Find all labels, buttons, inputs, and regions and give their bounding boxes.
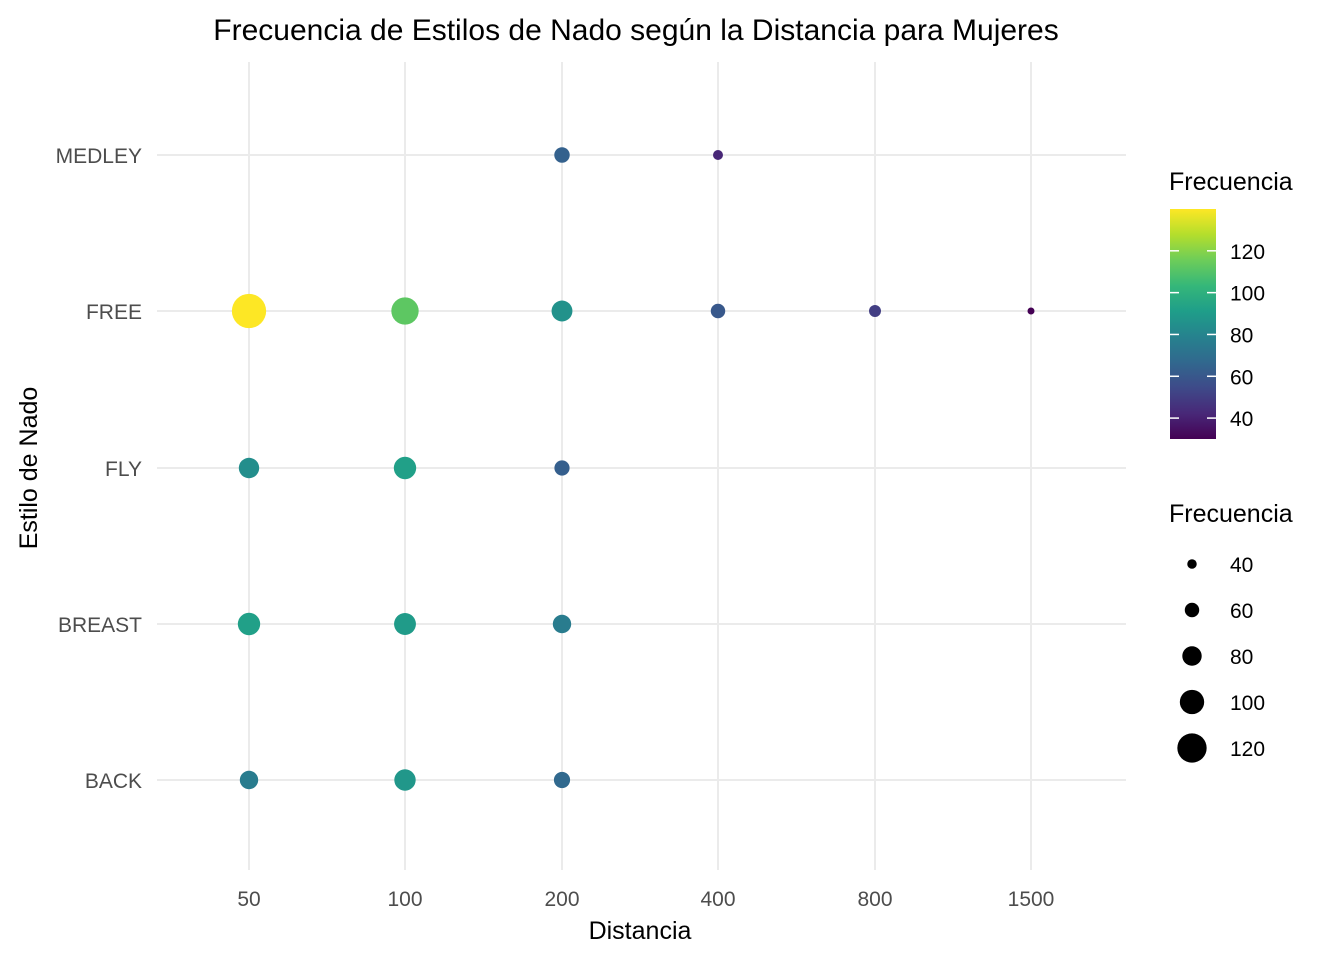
- x-tick-label: 800: [857, 888, 892, 911]
- x-axis-ticks: 50 100 200 400 800 1500: [237, 888, 1054, 911]
- data-point-back-200: [553, 771, 571, 789]
- y-tick-label: FLY: [105, 458, 142, 481]
- size-legend-dot: [1182, 646, 1202, 666]
- data-point-breast-100: [394, 613, 416, 635]
- data-point-free-200: [551, 300, 573, 322]
- size-legend-label: 120: [1230, 738, 1265, 761]
- data-point-medley-400: [713, 150, 723, 160]
- y-tick-label: BACK: [85, 770, 142, 793]
- color-legend: Frecuencia 40 60 80 100 120: [1169, 168, 1293, 439]
- color-legend-label: 100: [1230, 283, 1265, 306]
- data-point-back-50: [239, 770, 259, 790]
- data-point-breast-200: [552, 614, 572, 634]
- color-legend-label: 120: [1230, 241, 1265, 264]
- x-tick-label: 100: [387, 888, 422, 911]
- data-point-fly-100: [393, 456, 417, 480]
- size-legend-dot: [1177, 733, 1207, 763]
- y-tick-label: FREE: [86, 301, 142, 324]
- data-point-free-100: [391, 297, 419, 325]
- x-tick-label: 50: [237, 888, 260, 911]
- size-legend-title: Frecuencia: [1169, 500, 1293, 528]
- chart-title: Frecuencia de Estilos de Nado según la D…: [213, 14, 1058, 47]
- y-tick-label: MEDLEY: [56, 145, 142, 168]
- size-legend-label: 60: [1230, 600, 1253, 623]
- data-point-free-800: [869, 305, 881, 317]
- grid-lines: [157, 62, 1126, 870]
- y-axis-ticks: BACK BREAST FLY FREE MEDLEY: [56, 145, 143, 793]
- color-legend-label: 40: [1230, 408, 1253, 431]
- color-legend-bar: [1170, 209, 1216, 439]
- size-legend-label: 40: [1230, 554, 1253, 577]
- y-tick-label: BREAST: [58, 614, 142, 637]
- data-point-free-50: [231, 293, 267, 329]
- data-points: [231, 147, 1035, 791]
- size-legend-dot: [1179, 689, 1205, 715]
- data-point-medley-200: [554, 147, 570, 163]
- size-legend-dot: [1187, 559, 1197, 569]
- color-legend-title: Frecuencia: [1169, 168, 1293, 196]
- data-point-free-400: [710, 303, 726, 319]
- x-tick-label: 1500: [1008, 888, 1055, 911]
- x-axis-title: Distancia: [589, 917, 692, 945]
- data-point-breast-50: [237, 612, 261, 636]
- color-legend-label: 80: [1230, 324, 1253, 347]
- x-tick-label: 200: [544, 888, 579, 911]
- data-point-fly-50: [238, 457, 260, 479]
- size-legend-dot: [1184, 602, 1200, 618]
- y-axis-title: Estilo de Nado: [15, 387, 43, 550]
- color-legend-label: 60: [1230, 366, 1253, 389]
- data-point-back-100: [394, 769, 416, 791]
- x-tick-label: 400: [700, 888, 735, 911]
- size-legend: Frecuencia 40 60 80 100 120: [1169, 500, 1293, 763]
- size-legend-label: 80: [1230, 646, 1253, 669]
- data-point-free-1500: [1027, 307, 1035, 315]
- size-legend-label: 100: [1230, 692, 1265, 715]
- data-point-fly-200: [554, 460, 570, 476]
